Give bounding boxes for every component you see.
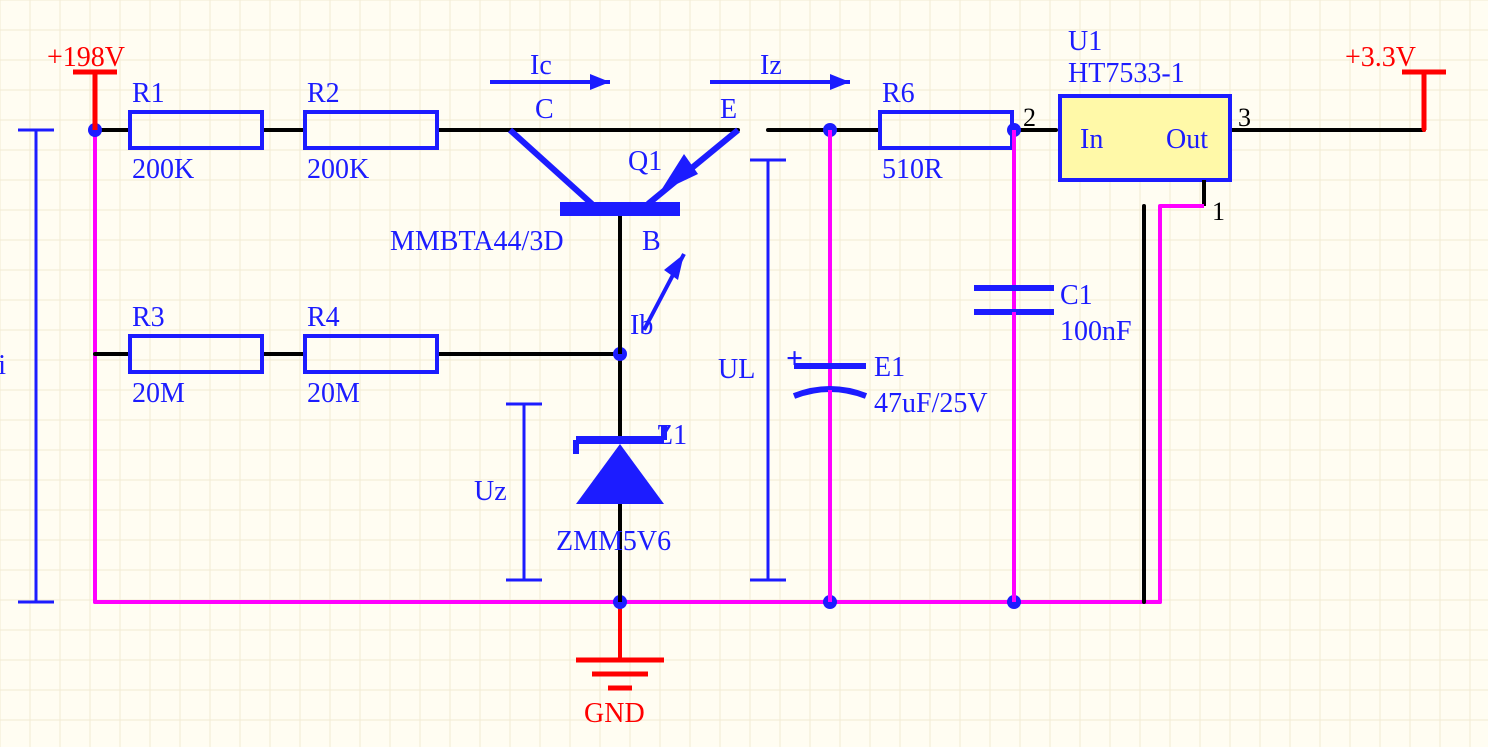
- resistor-ref: R1: [132, 78, 165, 109]
- resistor-val: 200K: [307, 154, 369, 185]
- svg-text:U1: U1: [1068, 26, 1102, 57]
- svg-text:+198V: +198V: [47, 42, 125, 73]
- svg-text:C1: C1: [1060, 280, 1093, 311]
- svg-text:C: C: [535, 94, 554, 125]
- svg-text:UL: UL: [718, 354, 755, 385]
- svg-text:+: +: [786, 342, 803, 375]
- svg-text:1: 1: [1212, 197, 1225, 226]
- resistor-ref: R2: [307, 78, 340, 109]
- svg-text:47uF/25V: 47uF/25V: [874, 388, 988, 419]
- resistor-val: 20M: [132, 378, 185, 409]
- resistor-val: 510R: [882, 154, 943, 185]
- resistor-val: 200K: [132, 154, 194, 185]
- resistor-ref: R6: [882, 78, 915, 109]
- svg-text:ZMM5V6: ZMM5V6: [556, 526, 671, 557]
- svg-text:3: 3: [1238, 103, 1251, 132]
- svg-text:Ib: Ib: [630, 310, 653, 341]
- svg-text:Out: Out: [1166, 124, 1208, 155]
- svg-text:In: In: [1080, 124, 1103, 155]
- resistor-val: 20M: [307, 378, 360, 409]
- svg-text:E: E: [720, 94, 737, 125]
- svg-text:Iz: Iz: [760, 50, 782, 81]
- svg-text:Q1: Q1: [628, 146, 662, 177]
- svg-text:Uz: Uz: [474, 476, 507, 507]
- svg-text:B: B: [642, 226, 661, 257]
- svg-text:HT7533-1: HT7533-1: [1068, 58, 1185, 89]
- resistor-ref: R4: [307, 302, 340, 333]
- svg-text:MMBTA44/3D: MMBTA44/3D: [390, 226, 564, 257]
- svg-text:+3.3V: +3.3V: [1345, 42, 1416, 73]
- svg-text:Ic: Ic: [530, 50, 552, 81]
- svg-text:2: 2: [1023, 103, 1036, 132]
- svg-text:Z1: Z1: [656, 420, 687, 451]
- resistor-ref: R3: [132, 302, 165, 333]
- svg-text:GND: GND: [584, 698, 645, 729]
- svg-text:100nF: 100nF: [1060, 316, 1132, 347]
- svg-text:Ui: Ui: [0, 350, 6, 381]
- svg-text:E1: E1: [874, 352, 905, 383]
